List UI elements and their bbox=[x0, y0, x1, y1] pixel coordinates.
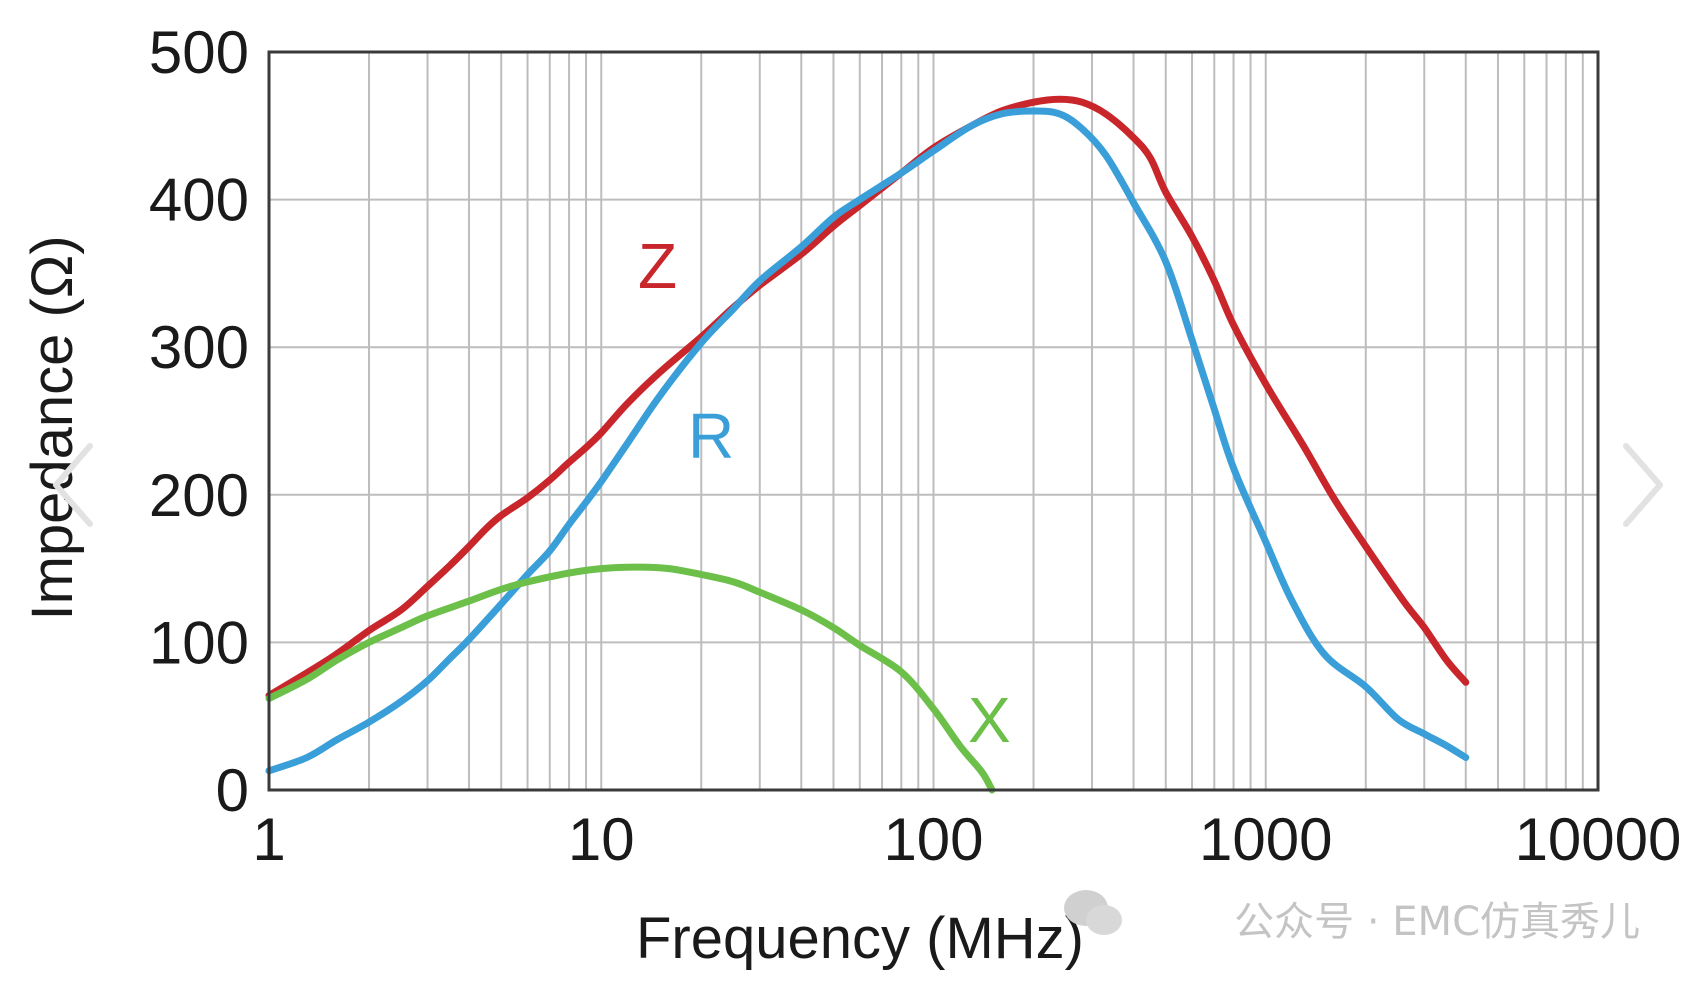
y-tick-label: 300 bbox=[149, 314, 249, 381]
grid-lines bbox=[269, 52, 1598, 790]
y-tick-label: 500 bbox=[149, 19, 249, 86]
y-axis-title: Impedance (Ω) bbox=[20, 235, 85, 620]
x-tick-label: 1000 bbox=[1199, 806, 1332, 873]
plot-frame bbox=[267, 50, 1600, 792]
y-tick-label: 400 bbox=[149, 167, 249, 234]
y-tick-label: 100 bbox=[149, 609, 249, 676]
watermark-text: 公众号 · EMC仿真秀儿 bbox=[1234, 899, 1640, 945]
y-tick-labels: 0 100 200 300 400 500 bbox=[149, 19, 249, 824]
x-tick-label: 100 bbox=[883, 806, 983, 873]
chevron-right-icon[interactable] bbox=[1620, 440, 1666, 530]
series-label-x: X bbox=[968, 684, 1011, 756]
x-axis-title: Frequency (MHz) bbox=[636, 906, 1084, 971]
series-label-r: R bbox=[688, 400, 734, 472]
series-label-z: Z bbox=[638, 230, 677, 302]
x-tick-label: 10000 bbox=[1515, 806, 1682, 873]
series-line-r bbox=[265, 107, 1470, 775]
series-line-x bbox=[265, 563, 996, 794]
x-tick-label: 10 bbox=[568, 806, 635, 873]
chevron-left-icon[interactable] bbox=[50, 440, 96, 530]
x-tick-label: 1 bbox=[252, 806, 285, 873]
wechat-icon bbox=[1064, 890, 1122, 935]
x-tick-labels: 1 10 100 1000 10000 bbox=[252, 806, 1681, 873]
series-layer bbox=[265, 95, 1470, 794]
y-tick-label: 200 bbox=[149, 462, 249, 529]
y-tick-label: 0 bbox=[216, 757, 249, 824]
